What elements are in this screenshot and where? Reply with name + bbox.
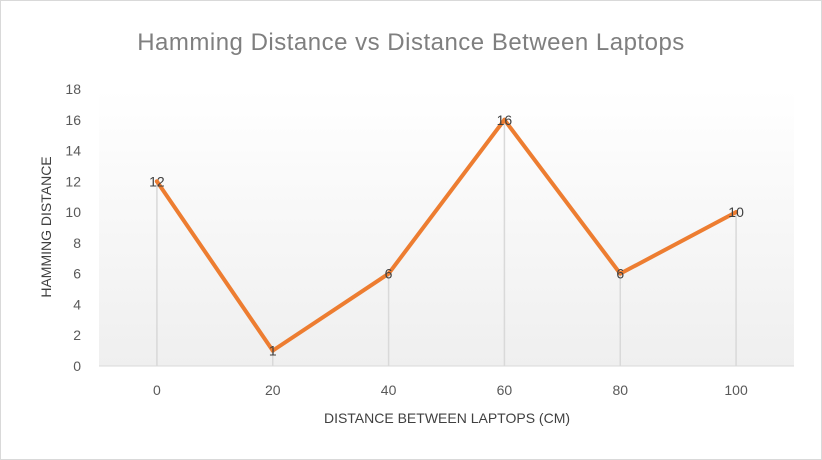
series-line (154, 117, 739, 353)
y-tick-label: 0 (73, 358, 81, 374)
data-label: 12 (149, 173, 165, 189)
drop-lines (156, 119, 737, 366)
y-tick-label: 2 (73, 327, 81, 343)
y-tick-label: 14 (65, 143, 81, 159)
y-tick-label: 8 (73, 235, 81, 251)
y-axis-ticks: 0 2 4 6 8 10 12 14 16 18 (65, 81, 81, 374)
data-label: 16 (497, 112, 513, 128)
x-tick-label: 80 (612, 382, 628, 398)
y-tick-label: 18 (65, 81, 81, 97)
data-point (154, 179, 159, 184)
y-tick-label: 4 (73, 296, 81, 312)
data-label: 6 (616, 266, 624, 282)
y-tick-label: 16 (65, 112, 81, 128)
x-axis-ticks: 0 20 40 60 80 100 (153, 382, 748, 398)
data-point (618, 271, 623, 276)
data-label: 6 (385, 266, 393, 282)
x-tick-label: 100 (724, 382, 748, 398)
x-tick-label: 40 (381, 382, 397, 398)
y-tick-label: 6 (73, 266, 81, 282)
data-point (734, 210, 739, 215)
data-point (386, 271, 391, 276)
x-tick-label: 20 (265, 382, 281, 398)
data-point (270, 348, 275, 353)
y-tick-label: 12 (65, 173, 81, 189)
y-axis-title: HAMMING DISTANCE (38, 156, 54, 297)
y-tick-label: 10 (65, 204, 81, 220)
x-tick-label: 60 (497, 382, 513, 398)
series-layer (154, 117, 739, 353)
chart-title: Hamming Distance vs Distance Between Lap… (137, 29, 685, 56)
data-point (502, 117, 507, 122)
plot-area (99, 89, 794, 366)
data-label: 10 (728, 204, 744, 220)
data-label: 1 (269, 343, 277, 359)
x-tick-label: 0 (153, 382, 161, 398)
x-axis-title: DISTANCE BETWEEN LAPTOPS (CM) (324, 410, 570, 426)
